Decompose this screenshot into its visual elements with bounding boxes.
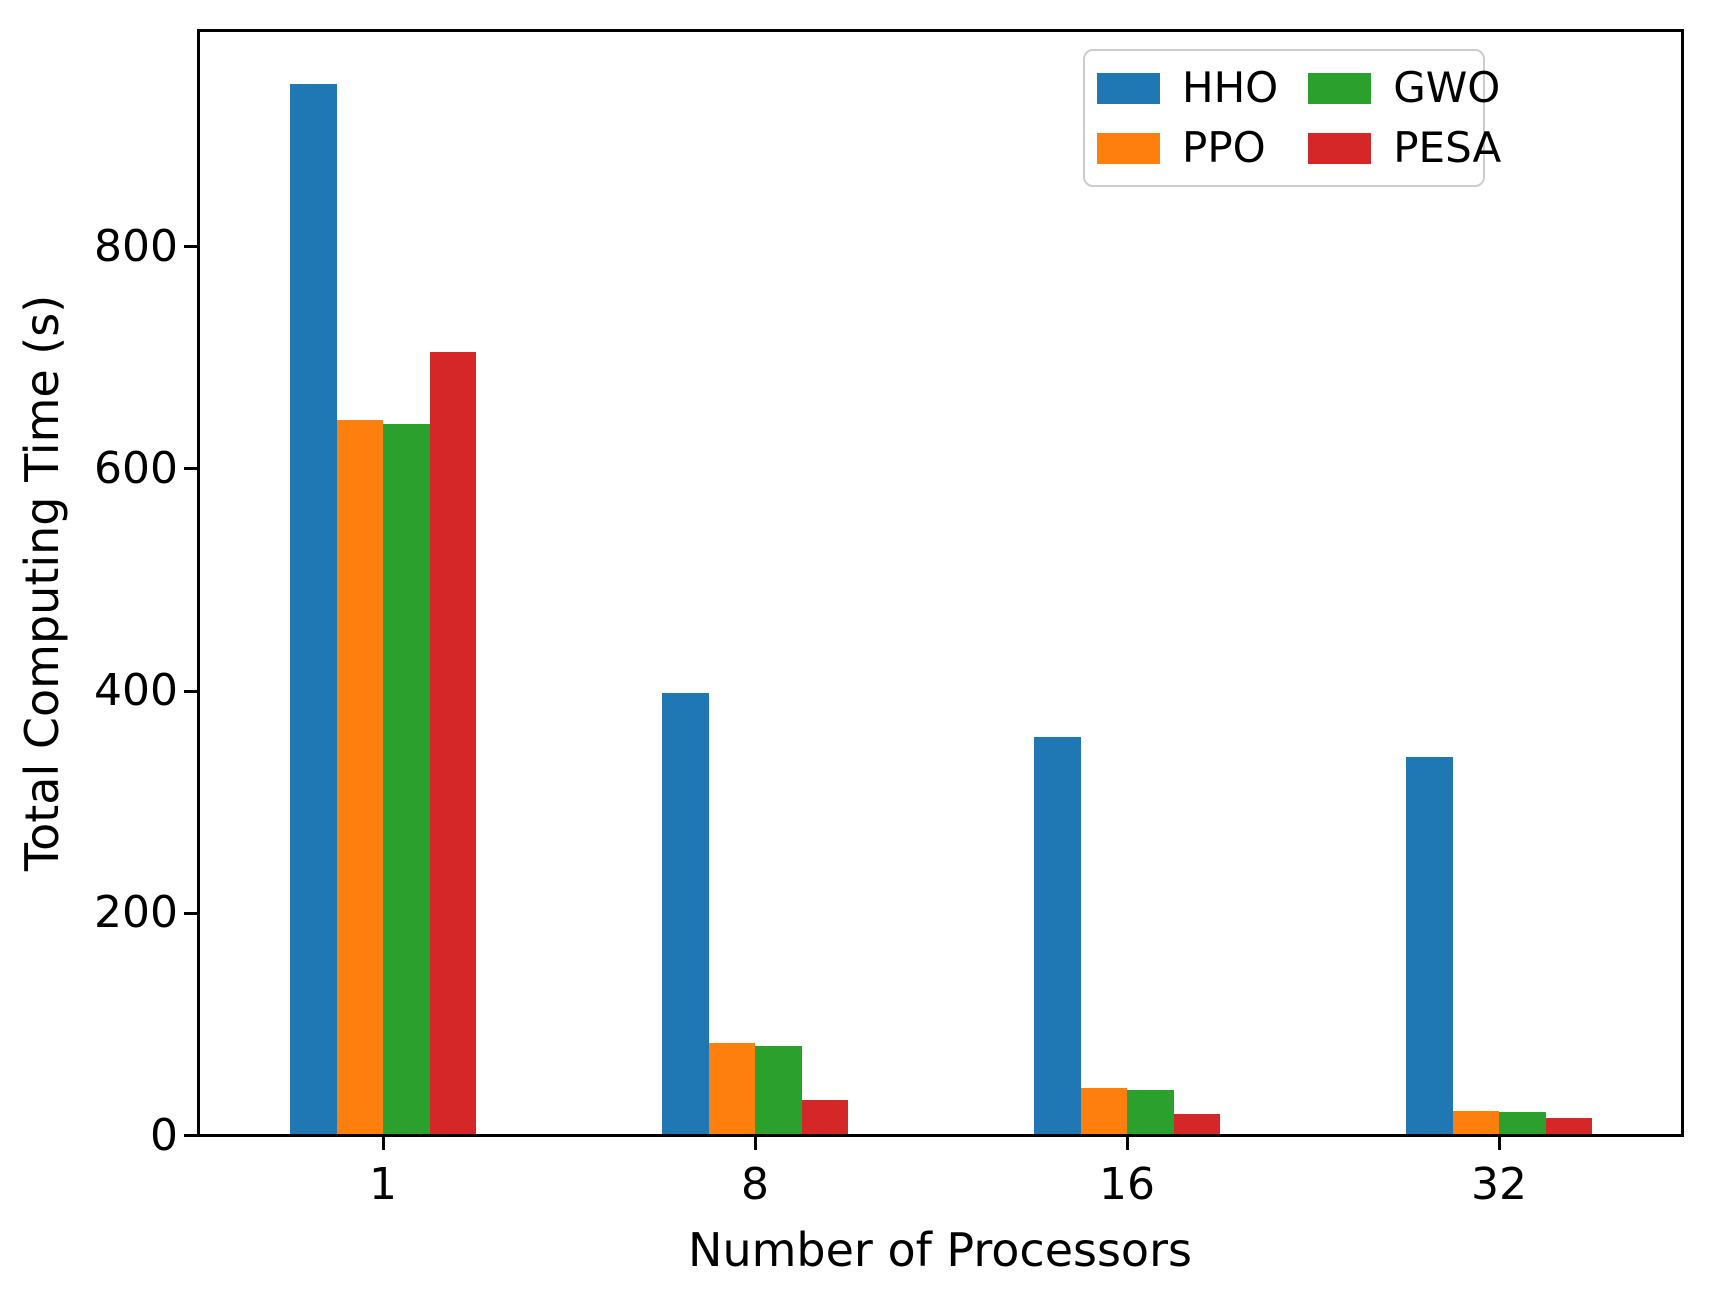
y-tick-label-600: 600 bbox=[94, 442, 178, 494]
legend: HHO PPO GWO PESA bbox=[1083, 49, 1501, 187]
legend-label-hho: HHO bbox=[1182, 63, 1279, 112]
legend-swatch-ppo bbox=[1097, 132, 1160, 164]
bar-pesa-16 bbox=[1173, 1114, 1220, 1134]
y-tick-label-800: 800 bbox=[94, 220, 178, 272]
x-tick-mark-1 bbox=[381, 1137, 385, 1150]
legend-item-pesa: PESA bbox=[1308, 127, 1501, 169]
bar-pesa-32 bbox=[1545, 1118, 1592, 1134]
y-tick-label-200: 200 bbox=[94, 887, 178, 939]
bar-ppo-16 bbox=[1080, 1088, 1127, 1134]
legend-swatch-hho bbox=[1097, 72, 1160, 104]
bar-hho-1 bbox=[290, 84, 337, 1134]
bar-ppo-32 bbox=[1452, 1110, 1499, 1134]
legend-swatch-gwo bbox=[1308, 72, 1372, 104]
legend-column-1: HHO PPO bbox=[1097, 67, 1278, 169]
legend-item-hho: HHO bbox=[1097, 67, 1278, 109]
legend-swatch-pesa bbox=[1308, 132, 1372, 164]
y-axis-label: Total Computing Time (s) bbox=[15, 294, 69, 872]
y-tick-label-0: 0 bbox=[150, 1109, 178, 1161]
legend-label-pesa: PESA bbox=[1393, 123, 1502, 172]
y-tick-mark-600 bbox=[184, 467, 197, 471]
y-tick-mark-200 bbox=[184, 911, 197, 915]
bar-gwo-1 bbox=[383, 424, 430, 1134]
plot-area bbox=[197, 29, 1684, 1137]
bar-gwo-16 bbox=[1127, 1089, 1174, 1134]
x-tick-label-32: 32 bbox=[1471, 1159, 1527, 1210]
legend-column-2: GWO PESA bbox=[1308, 67, 1501, 169]
x-axis-label: Number of Processors bbox=[688, 1223, 1192, 1277]
x-tick-mark-32 bbox=[1497, 1137, 1501, 1150]
bar-hho-32 bbox=[1406, 757, 1453, 1134]
bar-hho-8 bbox=[662, 692, 709, 1134]
y-tick-mark-400 bbox=[184, 689, 197, 693]
bar-pesa-8 bbox=[801, 1099, 848, 1134]
x-tick-label-1: 1 bbox=[369, 1159, 397, 1210]
legend-label-gwo: GWO bbox=[1393, 63, 1501, 112]
x-tick-mark-16 bbox=[1125, 1137, 1129, 1150]
legend-label-ppo: PPO bbox=[1182, 123, 1266, 172]
x-tick-label-8: 8 bbox=[741, 1159, 769, 1210]
y-tick-mark-800 bbox=[184, 245, 197, 249]
bar-gwo-32 bbox=[1499, 1111, 1546, 1134]
bar-pesa-1 bbox=[429, 351, 476, 1134]
bar-gwo-8 bbox=[755, 1046, 802, 1134]
x-tick-mark-8 bbox=[753, 1137, 757, 1150]
bar-ppo-8 bbox=[708, 1042, 755, 1134]
bar-hho-16 bbox=[1034, 737, 1081, 1134]
x-tick-label-16: 16 bbox=[1099, 1159, 1155, 1210]
legend-item-gwo: GWO bbox=[1308, 67, 1501, 109]
legend-item-ppo: PPO bbox=[1097, 127, 1278, 169]
y-tick-mark-0 bbox=[184, 1134, 197, 1137]
bar-ppo-1 bbox=[336, 419, 383, 1134]
y-tick-label-400: 400 bbox=[94, 665, 178, 717]
